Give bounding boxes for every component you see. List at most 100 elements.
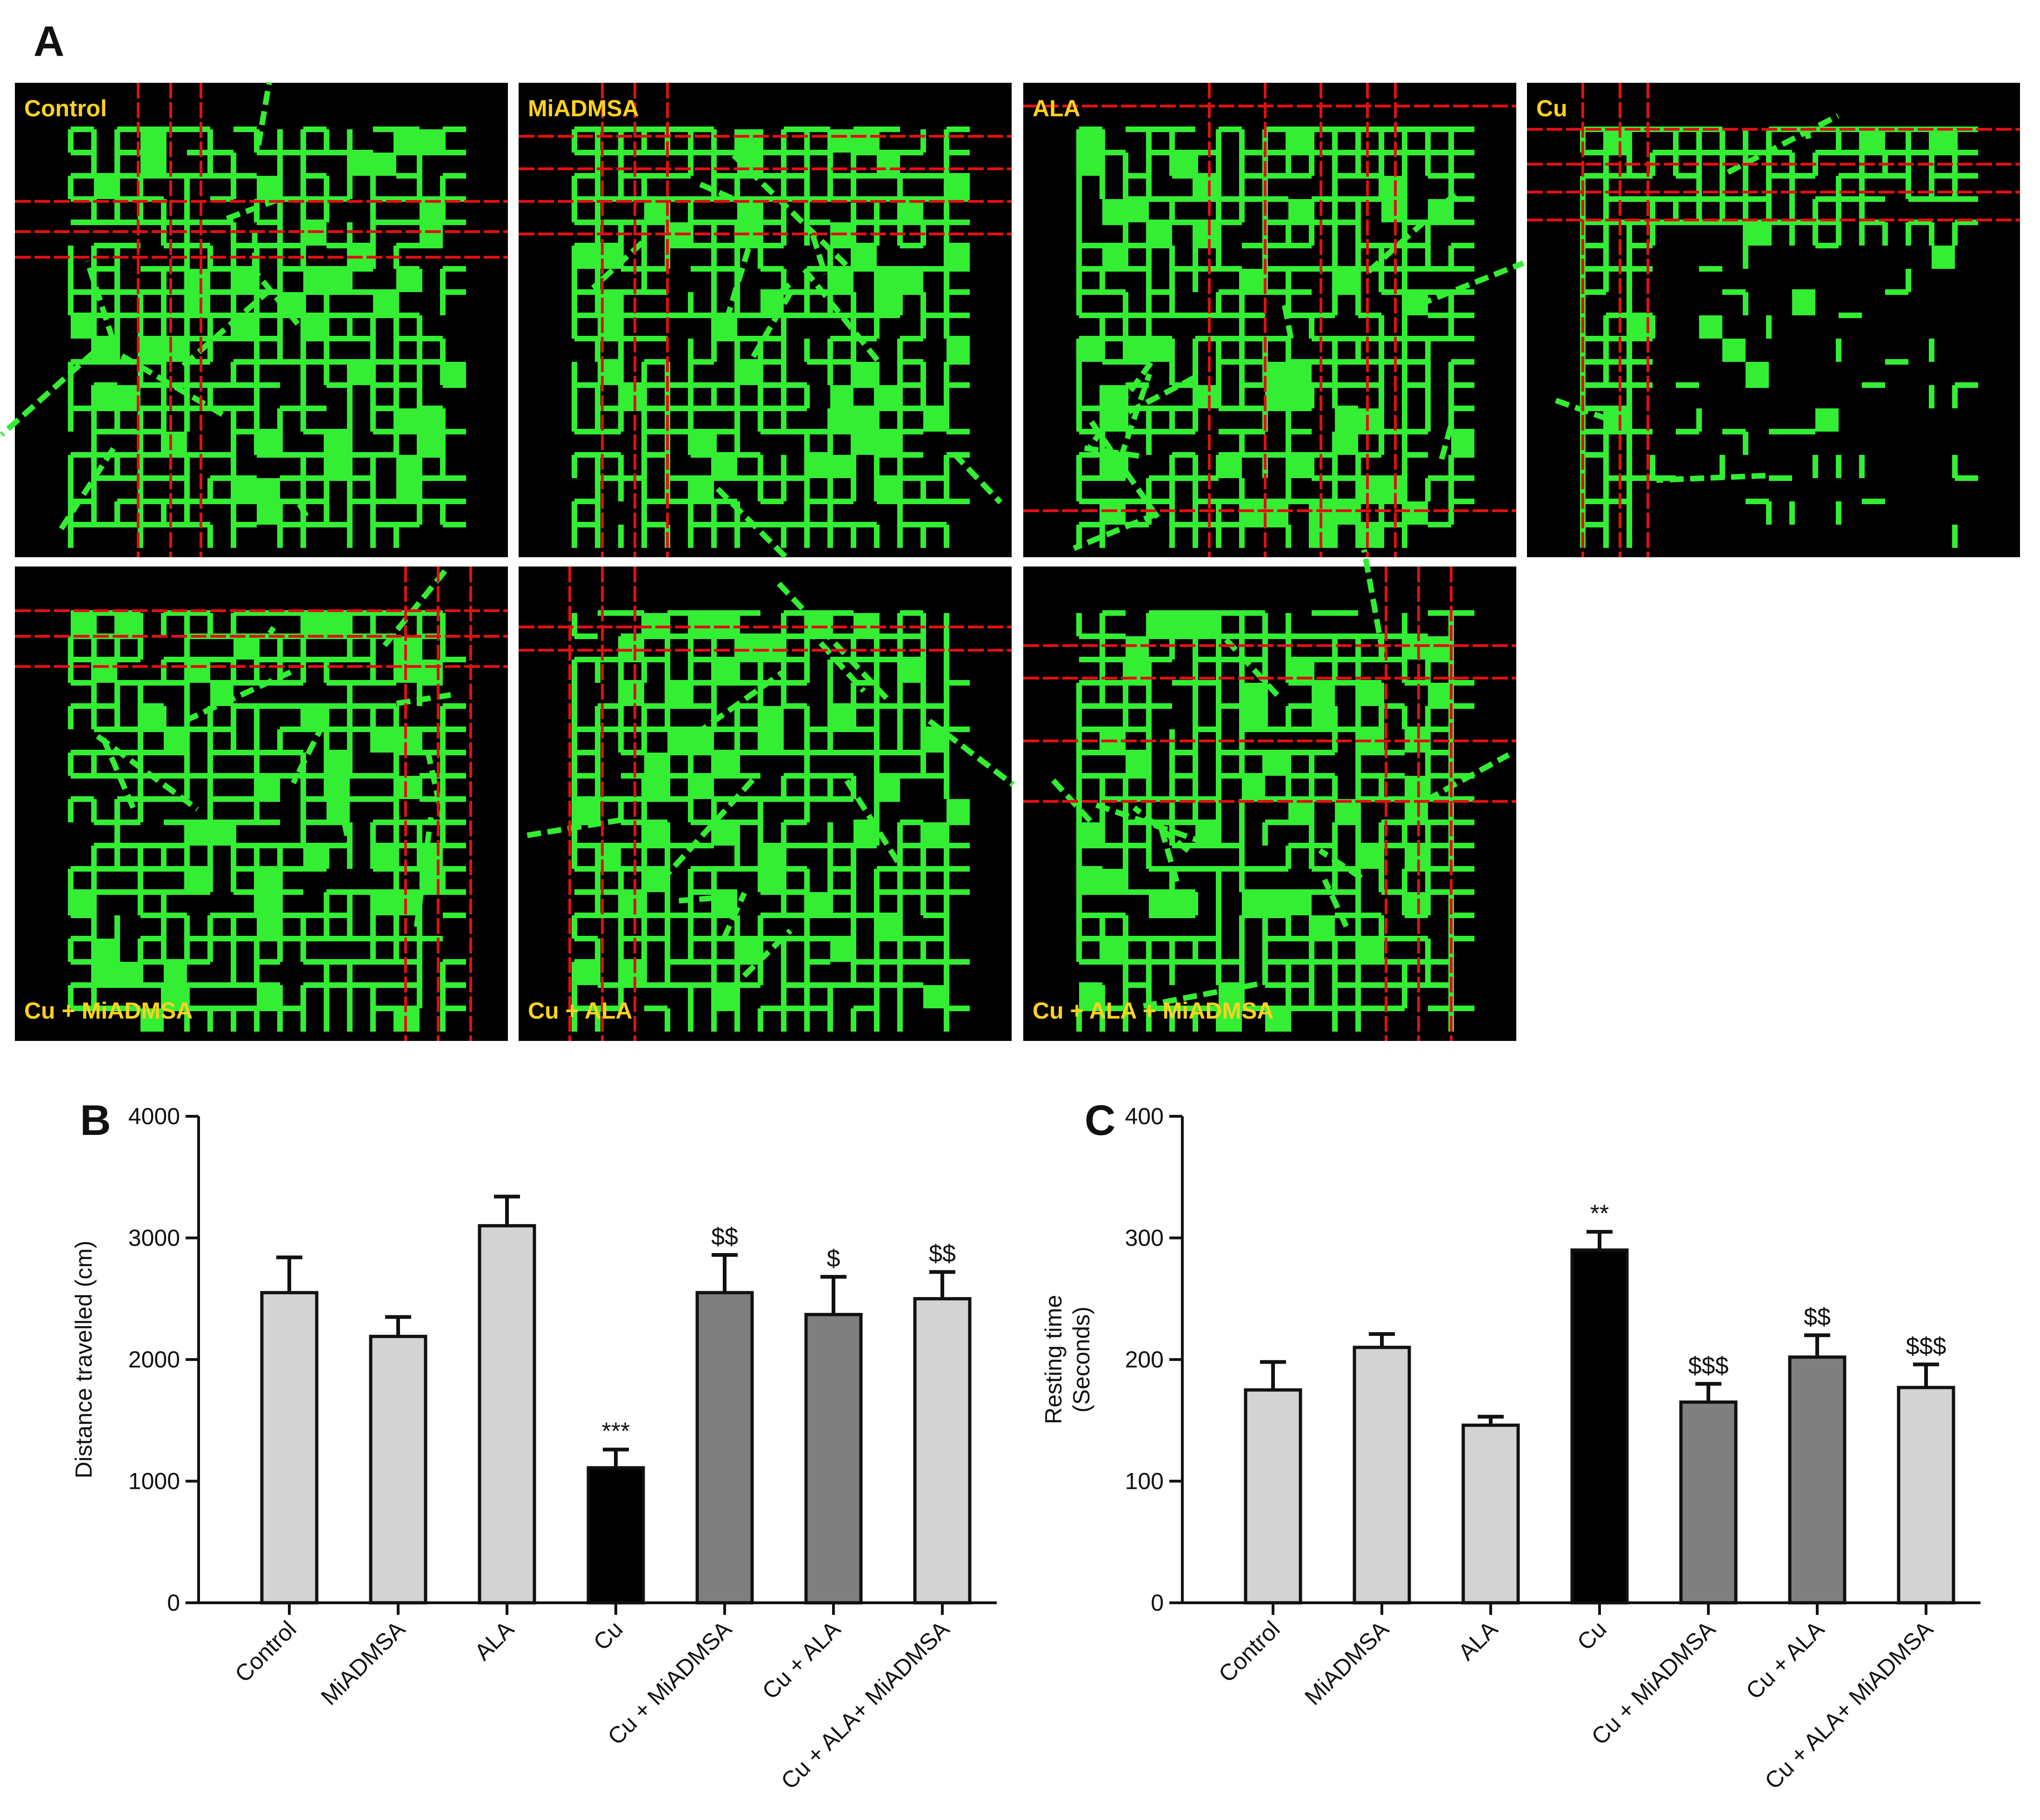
track-dense-cell <box>1195 613 1219 636</box>
track-dense-cell <box>327 613 350 636</box>
track-dense-cell <box>1102 501 1126 525</box>
track-dense-cell <box>830 129 853 153</box>
track-dense-cell <box>877 269 900 292</box>
track-dense-cell <box>420 199 443 222</box>
track-dense-cell <box>1606 129 1629 153</box>
track-dense-cell <box>1288 385 1312 408</box>
track-dense-cell <box>1242 776 1265 799</box>
track-dense-cell <box>621 683 644 706</box>
track-dense-cell <box>923 822 947 846</box>
track-dense-cell <box>140 153 164 176</box>
track-dense-cell <box>1288 892 1312 915</box>
track-dense-cell <box>1312 706 1335 729</box>
track-dense-cell <box>667 683 691 706</box>
track-dense-cell <box>327 455 350 478</box>
track-dense-cell <box>396 478 420 501</box>
track-dense-cell <box>714 822 737 846</box>
track-dense-cell <box>947 176 970 199</box>
track-dense-cell <box>1451 432 1474 455</box>
track-dense-cell <box>807 455 830 478</box>
track-dense-cell <box>644 753 667 776</box>
track-dense-cell <box>714 660 737 683</box>
track-dense-cell <box>1102 869 1126 892</box>
track-dense-cell <box>1149 892 1172 915</box>
resting-time-chart: 0 100 200 300 400 Resting time(Seconds) Contro… <box>1040 1103 1980 1794</box>
track-dense-cell <box>1265 753 1288 776</box>
track-dense-cell <box>1079 153 1102 176</box>
track-dense-cell <box>396 636 420 660</box>
track-dense-cell <box>1079 985 1102 1008</box>
y-tick-label: 3000 <box>128 1225 180 1251</box>
track-dense-cell <box>1381 176 1405 199</box>
track-dense-cell <box>233 478 257 501</box>
track-dense-cell <box>830 385 853 408</box>
track-dense-cell <box>1335 501 1358 525</box>
track-dense-cell <box>210 822 233 846</box>
track-dense-cell <box>877 153 900 176</box>
y-tick-label: 200 <box>1125 1347 1164 1373</box>
track-dense-cell <box>257 985 280 1008</box>
track-dense-cell <box>257 892 280 915</box>
track-dense-cell <box>420 129 443 153</box>
track-dense-cell <box>1335 408 1358 432</box>
track-dense-cell <box>947 799 970 822</box>
track-dense-cell <box>1149 222 1172 246</box>
track-dense-cell <box>1149 613 1172 636</box>
track-label: Control <box>24 95 107 121</box>
track-dense-cell <box>1358 683 1381 706</box>
track-dense-cell <box>1126 199 1149 222</box>
track-dense-cell <box>1699 315 1722 339</box>
panel-b-letter: B <box>80 1097 111 1144</box>
track-dense-cell <box>853 246 877 269</box>
track-panel: MiADMSA <box>519 83 1012 560</box>
track-dense-cell <box>187 869 210 892</box>
bar <box>260 1291 319 1605</box>
track-dense-cell <box>877 432 900 455</box>
track-dense-cell <box>691 432 714 455</box>
track-dense-cell <box>187 292 210 315</box>
track-dense-cell <box>760 636 784 660</box>
track-dense-cell <box>1079 339 1102 362</box>
track-dense-cell <box>621 892 644 915</box>
track-grid: Control MiADMSA ALA Cu Cu + MiADMSA Cu + ALA C… <box>0 82 2020 1041</box>
y-axis-title: Resting time(Seconds) <box>1040 1295 1094 1424</box>
significance-label: *** <box>602 1418 630 1445</box>
track-dense-cell <box>877 292 900 315</box>
track-dense-cell <box>187 822 210 846</box>
track-label: Cu <box>1536 95 1567 121</box>
track-dense-cell <box>396 729 420 753</box>
track-dense-cell <box>947 246 970 269</box>
track-dense-cell <box>1358 846 1381 869</box>
track-diagonals <box>1049 549 1510 1009</box>
track-dense-cell <box>830 939 853 962</box>
track-dense-cell <box>1405 846 1428 869</box>
bar <box>1353 1346 1411 1605</box>
track-dense-cell <box>1405 636 1428 660</box>
track-dense-cell <box>1242 501 1265 525</box>
track-dense-cell <box>71 892 94 915</box>
track-dense-cell <box>94 939 117 962</box>
track-dense-cell <box>140 706 164 729</box>
track-panel: ALA <box>1023 83 1525 557</box>
track-dense-cell <box>396 660 420 683</box>
track-dense-cell <box>71 315 94 339</box>
track-dense-cell <box>923 985 947 1008</box>
track-dense-cell <box>373 292 396 315</box>
track-dense-cell <box>164 432 187 455</box>
track-dense-cell <box>1288 129 1312 153</box>
track-dense-cell <box>257 478 280 501</box>
track-dense-cell <box>830 455 853 478</box>
track-dense-cell <box>1932 246 1955 269</box>
bar <box>587 1466 645 1605</box>
bar <box>804 1313 863 1605</box>
track-dense-cell <box>1126 753 1149 776</box>
bar <box>1788 1355 1847 1605</box>
significance-label: $ <box>827 1245 840 1272</box>
significance-label: $$ <box>1804 1304 1831 1331</box>
track-dense-cell <box>1428 636 1451 660</box>
track-dense-cell <box>1722 339 1746 362</box>
track-dense-cell <box>187 269 210 292</box>
x-tick-label: Control <box>1213 1616 1285 1687</box>
track-dense-cell <box>760 869 784 892</box>
track-dense-cell <box>164 985 187 1008</box>
